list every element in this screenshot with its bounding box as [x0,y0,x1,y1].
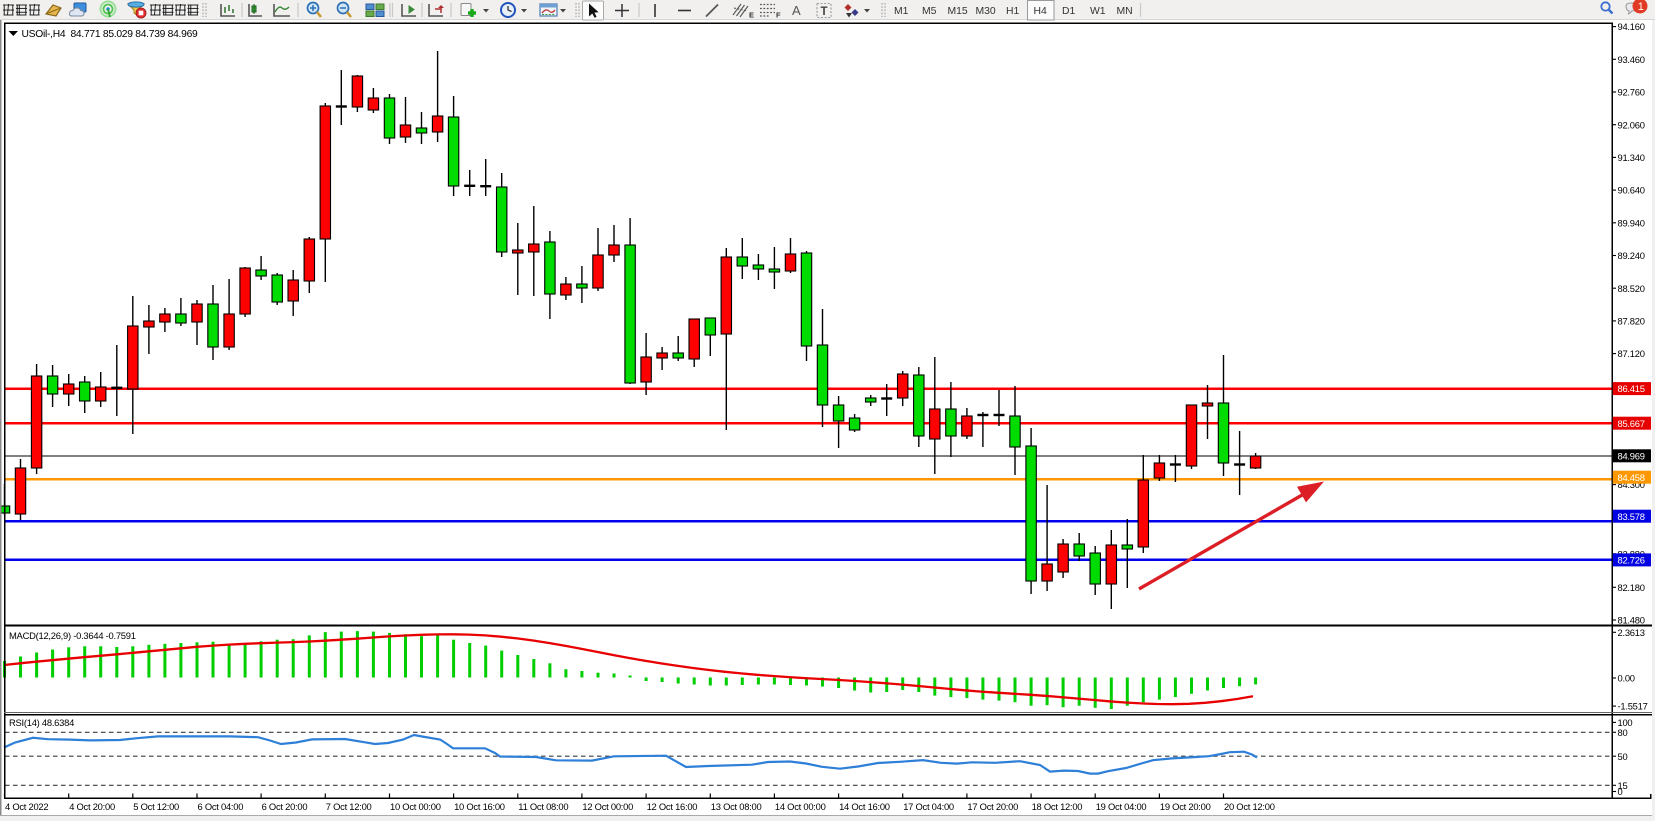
svg-text:0: 0 [1618,786,1623,797]
svg-text:82.726: 82.726 [1618,555,1645,566]
svg-text:19 Oct 04:00: 19 Oct 04:00 [1096,801,1147,812]
svg-text:11 Oct 08:00: 11 Oct 08:00 [518,801,568,812]
svg-text:89.940: 89.940 [1618,217,1645,228]
svg-text:100: 100 [1618,717,1633,728]
svg-text:D1: D1 [1062,6,1076,17]
svg-text:4 Oct 2022: 4 Oct 2022 [5,801,48,812]
svg-text:84.969: 84.969 [1618,450,1645,461]
svg-text:17 Oct 20:00: 17 Oct 20:00 [967,801,1018,812]
svg-text:M15: M15 [948,6,968,17]
svg-text:50: 50 [1618,751,1628,762]
svg-text:80: 80 [1618,727,1628,738]
svg-text:13 Oct 08:00: 13 Oct 08:00 [711,801,762,812]
svg-text:86.415: 86.415 [1618,383,1645,394]
svg-text:87.820: 87.820 [1618,316,1645,327]
svg-text:15: 15 [1618,780,1628,791]
svg-text:T: T [821,6,828,18]
svg-text:H4: H4 [1034,6,1048,17]
svg-text:RSI(14) 48.6384: RSI(14) 48.6384 [9,717,74,728]
svg-text:92.760: 92.760 [1618,87,1645,98]
svg-text:10 Oct 00:00: 10 Oct 00:00 [390,801,441,812]
svg-text:81.480: 81.480 [1618,615,1645,626]
svg-text:10 Oct 16:00: 10 Oct 16:00 [454,801,505,812]
svg-text:91.340: 91.340 [1618,152,1645,163]
svg-text:85.667: 85.667 [1618,418,1645,429]
svg-text:6 Oct 20:00: 6 Oct 20:00 [262,801,308,812]
svg-text:W1: W1 [1090,6,1106,17]
svg-text:83.578: 83.578 [1618,511,1645,522]
svg-text:2.3613: 2.3613 [1618,627,1645,638]
svg-text:A: A [792,3,801,18]
svg-text:7 Oct 12:00: 7 Oct 12:00 [326,801,372,812]
svg-text:0.00: 0.00 [1618,673,1635,684]
svg-text:20 Oct 12:00: 20 Oct 12:00 [1224,801,1275,812]
svg-text:M1: M1 [894,6,909,17]
svg-text:87.120: 87.120 [1618,348,1645,359]
svg-text:F: F [776,11,781,20]
svg-text:82.180: 82.180 [1618,582,1645,593]
svg-text:E: E [749,11,754,20]
svg-text:5 Oct 12:00: 5 Oct 12:00 [133,801,179,812]
svg-text:H1: H1 [1006,6,1020,17]
svg-text:12 Oct 00:00: 12 Oct 00:00 [582,801,633,812]
svg-text:93.460: 93.460 [1618,54,1645,65]
svg-text:M5: M5 [922,6,937,17]
svg-text:17 Oct 04:00: 17 Oct 04:00 [903,801,954,812]
svg-text:18 Oct 12:00: 18 Oct 12:00 [1032,801,1083,812]
svg-text:4 Oct 20:00: 4 Oct 20:00 [69,801,115,812]
svg-text:MN: MN [1117,6,1133,17]
svg-text:USOil-,H4 84.771 85.029 84.73: USOil-,H4 84.771 85.029 84.739 84.969 [22,29,199,40]
svg-text:6 Oct 04:00: 6 Oct 04:00 [198,801,244,812]
svg-text:84.458: 84.458 [1618,472,1645,483]
svg-text:90.640: 90.640 [1618,185,1645,196]
svg-text:92.060: 92.060 [1618,119,1645,130]
svg-text:14 Oct 00:00: 14 Oct 00:00 [775,801,826,812]
svg-text:12 Oct 16:00: 12 Oct 16:00 [647,801,698,812]
svg-text:84.300: 84.300 [1618,479,1645,490]
svg-text:19 Oct 20:00: 19 Oct 20:00 [1160,801,1211,812]
svg-text:89.240: 89.240 [1618,250,1645,261]
svg-text:14 Oct 16:00: 14 Oct 16:00 [839,801,890,812]
svg-text:M30: M30 [976,6,996,17]
svg-text:-1.5517: -1.5517 [1618,701,1648,712]
svg-text:88.520: 88.520 [1618,283,1645,294]
svg-text:MACD(12,26,9) -0.3644 -0.7591: MACD(12,26,9) -0.3644 -0.7591 [9,630,136,641]
svg-text:94.160: 94.160 [1618,21,1645,32]
svg-text:1: 1 [1638,1,1644,13]
